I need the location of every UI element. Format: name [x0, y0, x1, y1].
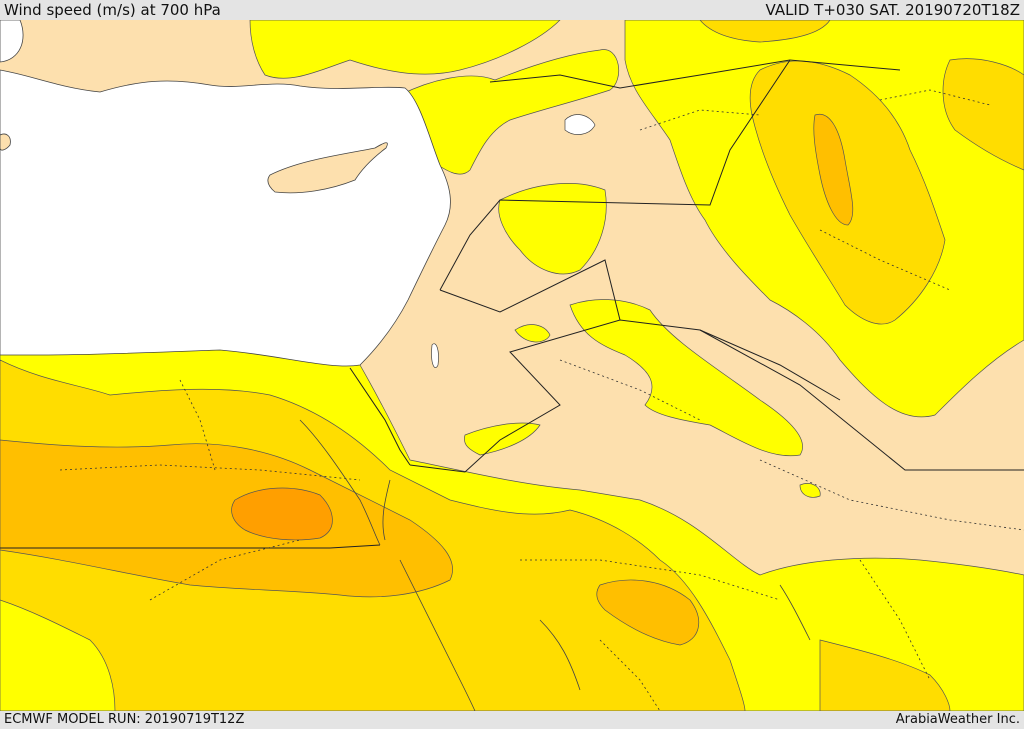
islands [0, 133, 388, 194]
cyprus-island [267, 142, 388, 194]
credit-label: ArabiaWeather Inc. [895, 712, 1020, 727]
crete-island [0, 133, 11, 151]
header-bar: Wind speed (m/s) at 700 hPa VALID T+030 … [0, 0, 1024, 20]
map-title: Wind speed (m/s) at 700 hPa [4, 1, 221, 19]
lakes [431, 114, 596, 368]
sea [0, 20, 451, 367]
coastlines [299, 419, 811, 711]
wind-speed-map [0, 20, 1024, 711]
footer-bar: ECMWF MODEL RUN: 20190719T12Z ArabiaWeat… [0, 711, 1024, 729]
internal-boundaries [59, 89, 1024, 711]
wind-band-3 [0, 113, 854, 646]
country-borders [0, 59, 1024, 549]
valid-time-label: VALID T+030 SAT. 20190720T18Z [765, 1, 1020, 19]
model-run-label: ECMWF MODEL RUN: 20190719T12Z [4, 712, 245, 727]
wind-band-4 [231, 487, 333, 541]
